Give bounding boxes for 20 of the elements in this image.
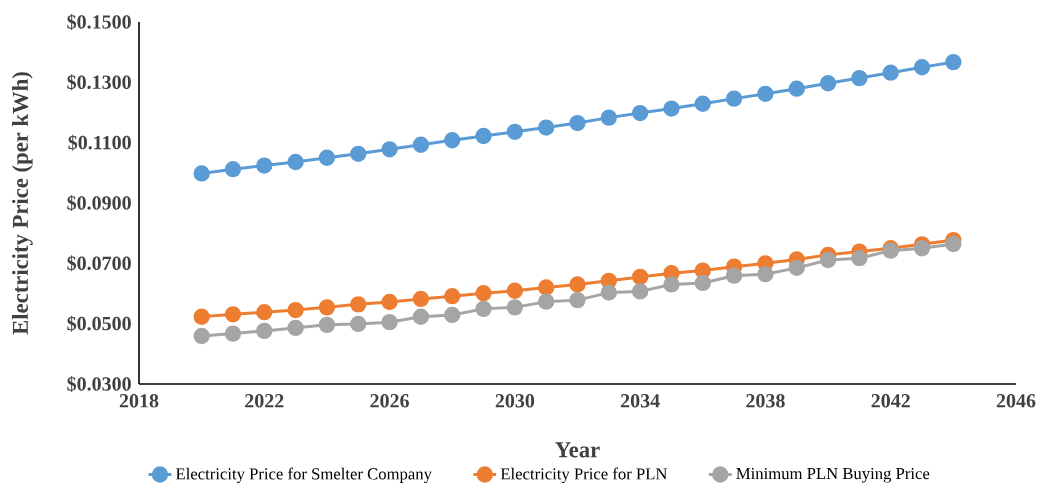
y-tick-label: $0.1300 [67, 74, 131, 91]
x-tick-label: 2046 [996, 394, 1036, 408]
y-tick-label: $0.0900 [67, 195, 131, 211]
x-tick-label: 2030 [495, 394, 535, 408]
legend-label: Electricity Price for PLN [500, 467, 668, 483]
x-tick-label: 2038 [746, 394, 785, 408]
y-tick-label: $0.0500 [67, 315, 131, 332]
legend-label: Electricity Price for Smelter Company [176, 467, 432, 483]
x-tick-label: 2042 [871, 394, 910, 408]
legend-label: Minimum PLN Buying Price [736, 467, 930, 483]
y-tick-label: $0.0700 [67, 255, 131, 272]
x-axis-title: Year [555, 442, 600, 458]
x-tick-label: 2026 [370, 394, 409, 408]
x-tick-label: 2022 [245, 394, 284, 408]
y-tick-label: $0.1100 [68, 134, 131, 151]
y-tick-label: $0.0300 [67, 376, 131, 392]
x-tick-label: 2018 [119, 394, 159, 408]
y-axis-title: Electricity Price (per kWh) [12, 72, 33, 335]
y-tick-label: $0.1500 [67, 14, 131, 30]
x-tick-label: 2034 [620, 394, 660, 408]
